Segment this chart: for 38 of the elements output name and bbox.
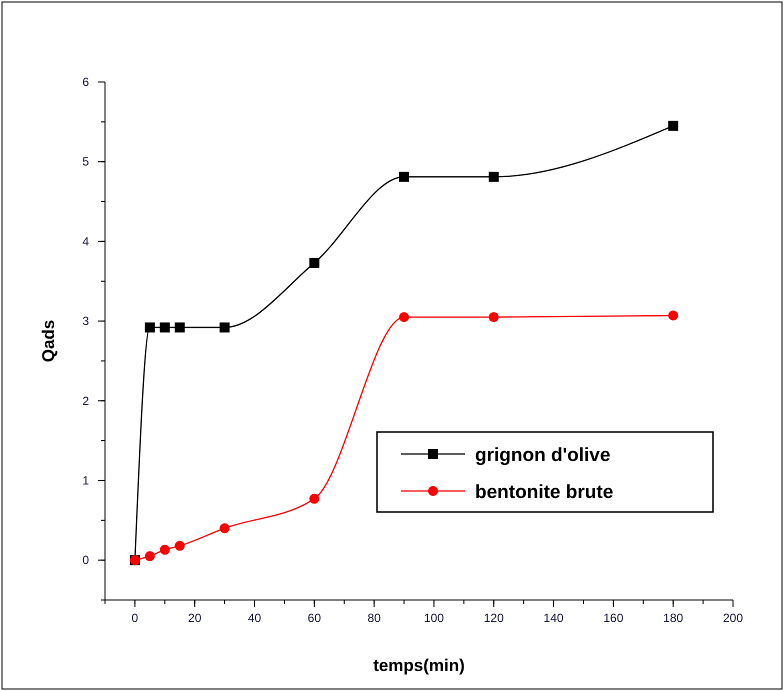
point	[309, 258, 320, 268]
point	[174, 322, 185, 332]
y-tick-label: 6	[82, 75, 90, 89]
point	[399, 172, 410, 182]
point	[668, 120, 678, 131]
point	[309, 494, 320, 504]
point	[668, 310, 678, 320]
point	[488, 172, 499, 182]
point	[160, 544, 170, 555]
x-tick-label: 80	[367, 611, 382, 625]
x-tick-label: 120	[484, 611, 504, 625]
x-tick-label: 20	[188, 611, 202, 625]
x-tick-label: 60	[308, 611, 322, 625]
x-tick-label: 180	[663, 611, 684, 625]
x-tick-label: 40	[248, 611, 262, 625]
x-tick-label: 160	[603, 611, 624, 625]
y-tick-label: 2	[82, 394, 90, 408]
point	[144, 322, 155, 332]
point	[399, 312, 410, 322]
x-tick-label: 100	[424, 611, 444, 625]
y-tick-label: 3	[82, 314, 90, 328]
point	[488, 312, 499, 322]
point	[220, 523, 230, 534]
point	[174, 540, 185, 551]
x-axis-title: temps(min)	[373, 656, 465, 675]
y-axis-title: Qads	[39, 320, 58, 362]
x-tick-label: 0	[132, 611, 139, 625]
y-tick-label: 1	[82, 473, 90, 488]
legend-label: grignon d'olive	[475, 445, 610, 466]
point	[220, 322, 230, 332]
legend-label: bentonite brute	[475, 482, 614, 503]
y-tick-label: 4	[82, 234, 90, 248]
point	[144, 551, 155, 562]
x-tick-label: 200	[722, 611, 744, 625]
x-tick-label: 140	[544, 611, 564, 625]
y-tick-label: 5	[82, 154, 90, 169]
y-tick-label: 0	[82, 553, 90, 568]
point	[160, 322, 170, 332]
